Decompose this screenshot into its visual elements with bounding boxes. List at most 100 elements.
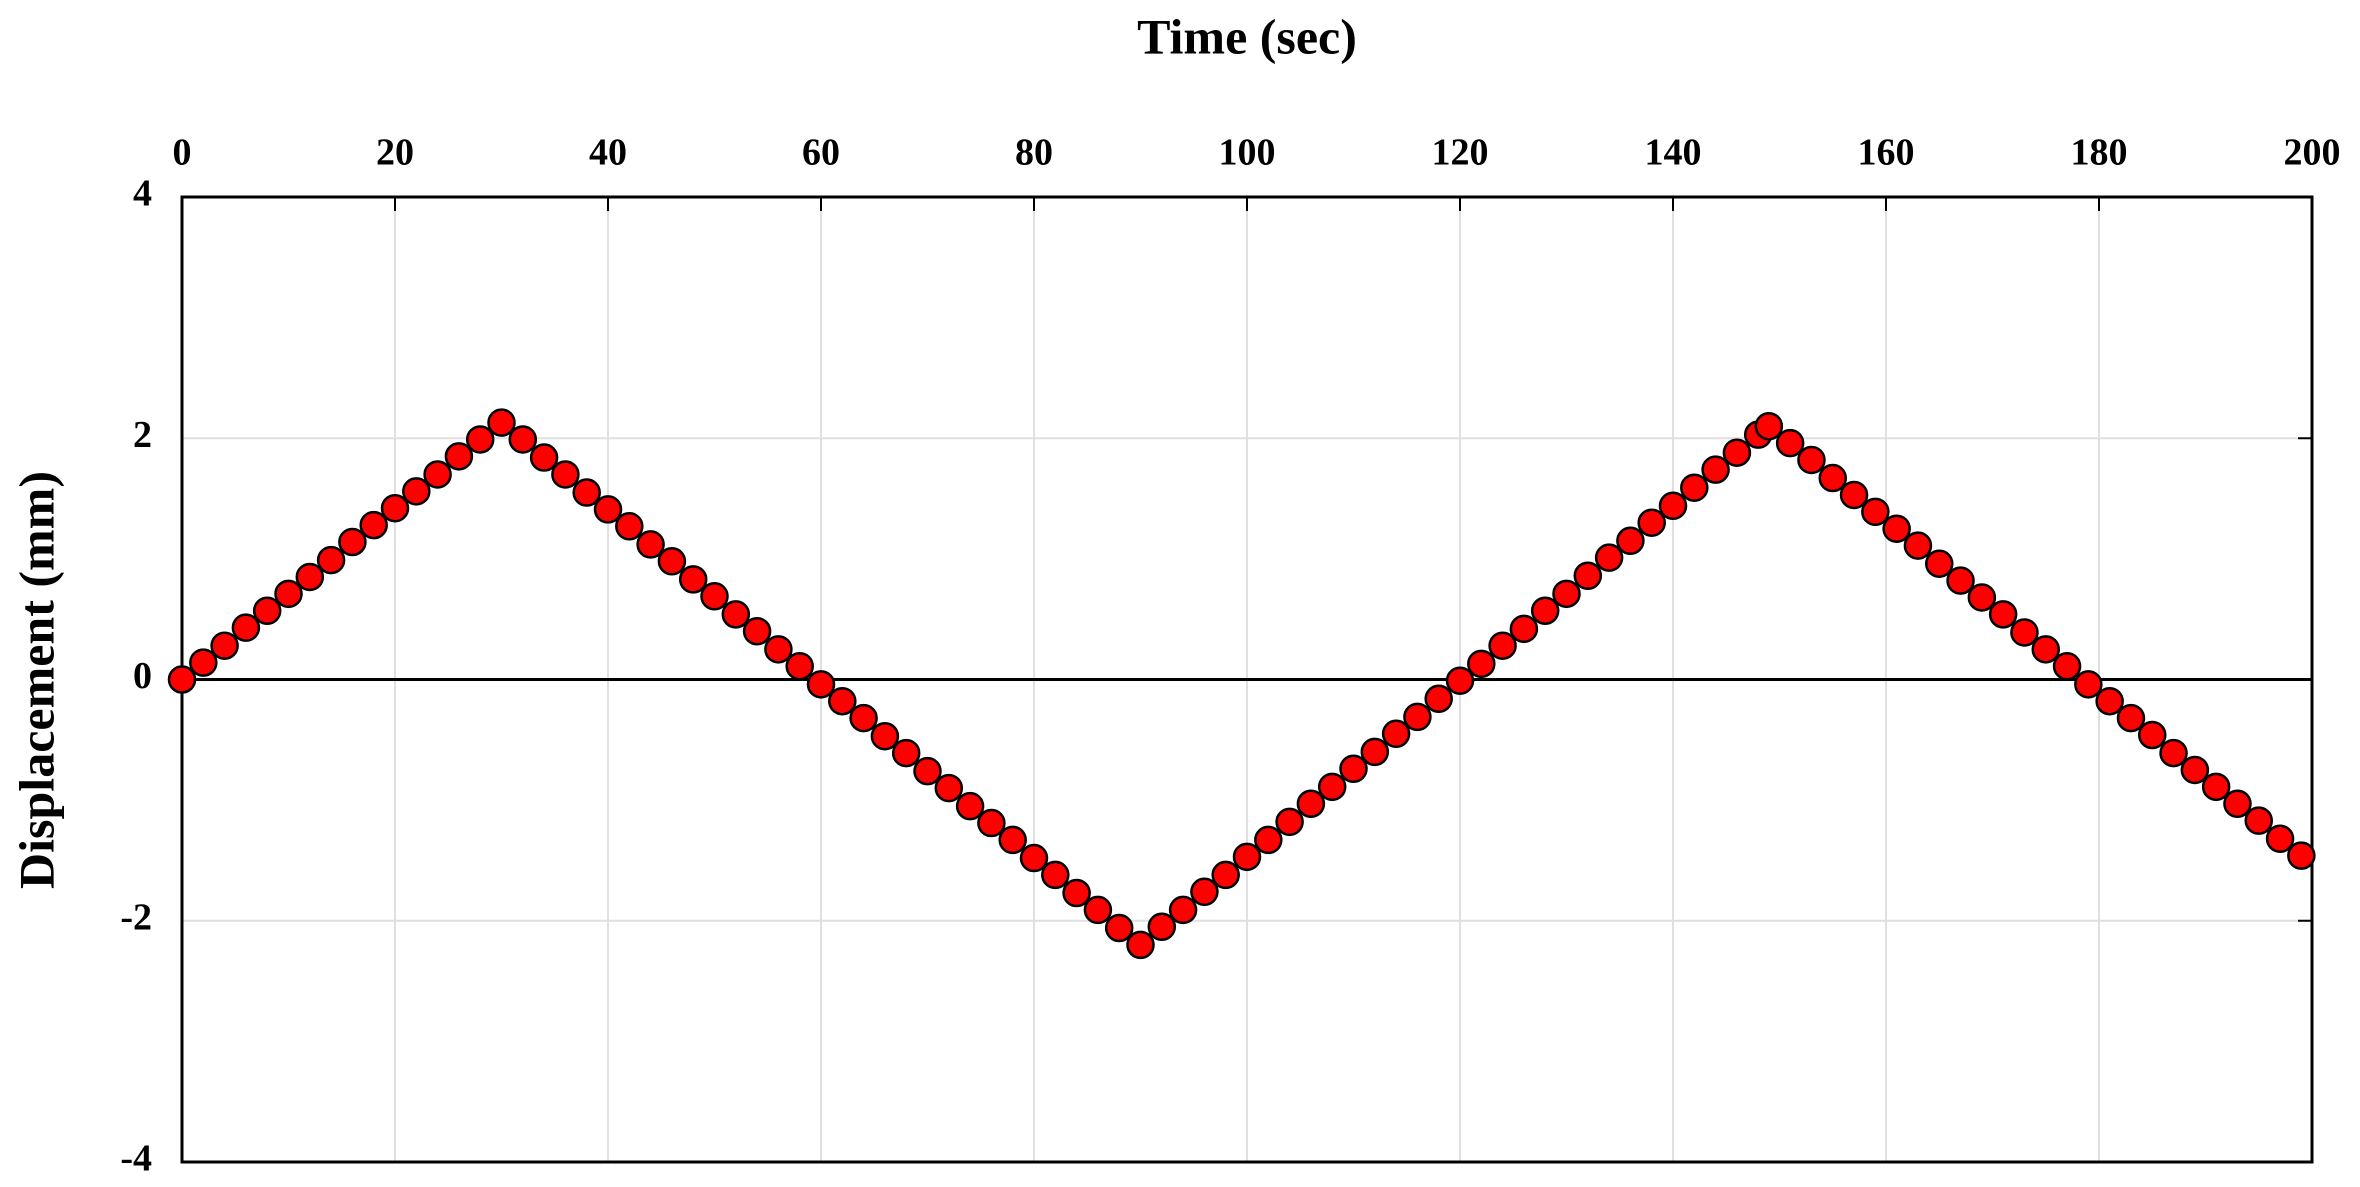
- data-point: [1701, 455, 1730, 484]
- data-point: [1062, 878, 1091, 908]
- data-point: [2031, 635, 2060, 664]
- data-point: [721, 600, 751, 629]
- data-point: [636, 530, 665, 559]
- data-point: [870, 721, 900, 751]
- data-point: [2244, 806, 2273, 835]
- data-point: [2201, 772, 2231, 802]
- x-tick-label: 140: [1645, 132, 1702, 174]
- data-point: [2138, 720, 2167, 750]
- data-point: [423, 460, 452, 489]
- data-point: [785, 651, 814, 681]
- y-tick-label: -2: [120, 896, 152, 938]
- data-point: [1775, 428, 1805, 458]
- data-point: [1424, 684, 1453, 714]
- data-point: [2052, 651, 2082, 681]
- data-point: [295, 562, 325, 592]
- x-tick-label: 0: [173, 132, 192, 174]
- data-point: [2095, 686, 2124, 716]
- data-point: [593, 495, 623, 524]
- x-tick-label: 160: [1858, 132, 1915, 174]
- y-axis-title: Displacement (mm): [8, 471, 64, 889]
- data-point: [1317, 772, 1347, 802]
- data-point: [1126, 930, 1155, 960]
- x-tick-label: 40: [589, 132, 627, 174]
- data-point: [1232, 842, 1262, 872]
- data-point: [1467, 649, 1496, 679]
- x-tick-label: 20: [376, 132, 414, 174]
- data-point: [1509, 614, 1539, 644]
- data-point: [678, 565, 708, 594]
- data-point: [1488, 631, 1517, 660]
- data-point: [1190, 877, 1219, 907]
- data-point: [1797, 445, 1826, 475]
- data-point: [1637, 508, 1666, 537]
- data-point: [210, 631, 239, 660]
- data-point: [380, 493, 410, 523]
- data-point: [1818, 463, 1847, 493]
- data-point: [465, 425, 495, 454]
- data-point: [487, 408, 516, 437]
- data-point: [529, 443, 559, 472]
- data-point: [806, 670, 836, 699]
- data-point: [913, 756, 942, 786]
- data-point: [2287, 841, 2316, 870]
- data-point: [1754, 411, 1784, 441]
- data-point: [1275, 807, 1304, 837]
- x-axis-title: Time (sec): [1137, 8, 1357, 64]
- data-point: [828, 686, 857, 716]
- data-point: [1445, 666, 1475, 695]
- y-tick-label: 2: [133, 414, 152, 456]
- y-tick-label: 0: [133, 655, 152, 697]
- data-point: [444, 442, 474, 471]
- data-point: [1946, 566, 1975, 595]
- data-point: [1019, 843, 1049, 873]
- data-point: [1530, 596, 1560, 625]
- data-point: [1722, 438, 1752, 467]
- data-point: [2074, 670, 2103, 699]
- data-point: [700, 582, 729, 611]
- data-point: [551, 460, 580, 489]
- data-point: [508, 425, 538, 454]
- x-tick-label: 180: [2071, 132, 2128, 174]
- data-point: [1360, 737, 1390, 767]
- data-point: [1104, 913, 1134, 943]
- x-tick-label: 80: [1015, 132, 1053, 174]
- data-point: [1041, 860, 1070, 890]
- data-point: [338, 527, 367, 557]
- data-point: [1211, 860, 1240, 890]
- data-point: [316, 545, 346, 575]
- data-point: [1658, 491, 1688, 521]
- data-point: [1616, 526, 1645, 556]
- data-point: [1861, 497, 1890, 527]
- data-point: [1573, 561, 1603, 591]
- data-point: [977, 808, 1006, 838]
- data-point: [2159, 738, 2188, 768]
- data-point: [891, 738, 921, 768]
- data-point: [1168, 895, 1198, 925]
- data-point: [1339, 754, 1368, 784]
- data-point: [2265, 824, 2295, 853]
- data-point: [1903, 531, 1933, 560]
- data-point: [2010, 618, 2039, 647]
- data-point: [231, 613, 261, 642]
- y-tick-label: 4: [133, 173, 152, 215]
- data-point: [572, 478, 601, 507]
- data-point: [2180, 755, 2210, 785]
- data-point: [2116, 703, 2146, 733]
- data-point: [189, 648, 218, 677]
- data-point: [1680, 473, 1709, 502]
- data-point: [1254, 825, 1283, 855]
- data-point: [252, 596, 282, 625]
- data-point: [1925, 549, 1954, 578]
- data-point: [849, 703, 878, 733]
- data-point: [1381, 719, 1411, 749]
- x-tick-label: 120: [1432, 132, 1489, 174]
- data-point: [1552, 579, 1581, 609]
- data-point: [1839, 480, 1869, 510]
- data-point: [1594, 543, 1624, 572]
- data-point: [274, 579, 303, 609]
- data-point: [359, 510, 388, 540]
- y-tick-label: -4: [120, 1138, 152, 1180]
- data-point: [167, 665, 197, 694]
